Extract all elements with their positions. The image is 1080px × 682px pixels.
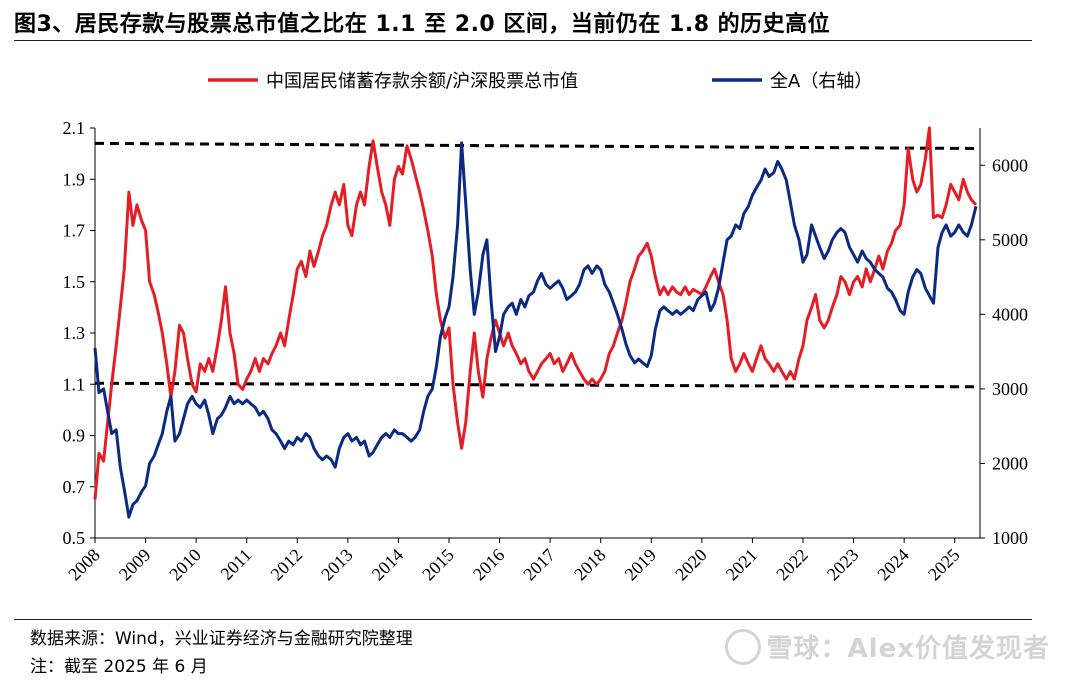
left-tick-label: 1.1 <box>63 374 86 394</box>
left-tick-label: 2.1 <box>63 118 86 138</box>
x-tick-label: 2017 <box>519 545 559 585</box>
series-line-all-a-index <box>93 141 978 519</box>
x-tick-label: 2011 <box>216 545 255 584</box>
x-tick-label: 2016 <box>469 545 509 585</box>
right-tick-label: 1000 <box>992 528 1028 548</box>
left-tick-label: 1.5 <box>63 272 86 292</box>
x-tick-label: 2014 <box>368 545 408 585</box>
x-tick-label: 2019 <box>621 545 661 585</box>
legend-label-1: 中国居民储蓄存款余额/沪深股票总市值 <box>266 71 578 92</box>
date-note: 注：截至 2025 年 6 月 <box>30 657 208 677</box>
x-tick-label: 2024 <box>873 545 913 585</box>
left-tick-label: 0.7 <box>63 477 86 497</box>
x-tick-label: 2008 <box>64 545 104 585</box>
reference-lines <box>94 141 981 389</box>
x-tick-label: 2020 <box>671 545 711 585</box>
x-tick-label: 2013 <box>317 545 357 585</box>
left-tick-label: 0.5 <box>63 528 86 548</box>
x-tick-label: 2015 <box>418 545 458 585</box>
right-tick-label: 6000 <box>992 155 1028 175</box>
footer-rule <box>14 619 1032 620</box>
left-tick-label: 0.9 <box>63 426 86 446</box>
right-tick-label: 5000 <box>992 230 1028 250</box>
reference-line-1 <box>94 141 981 150</box>
x-tick-label: 2009 <box>115 545 155 585</box>
legend-label-2: 全A（右轴） <box>770 71 872 92</box>
source-note: 数据来源：Wind，兴业证券经济与金融研究院整理 <box>30 629 413 649</box>
series-line-deposit-ratio <box>93 126 978 500</box>
legend: 中国居民储蓄存款余额/沪深股票总市值 全A（右轴） <box>208 71 872 92</box>
watermark-logo-icon <box>724 628 761 665</box>
left-tick-label: 1.3 <box>63 323 86 343</box>
left-tick-label: 1.9 <box>63 169 86 189</box>
watermark-text: 雪球：Alex价值发现者 <box>766 634 1050 664</box>
x-tick-label: 2023 <box>823 545 863 585</box>
right-tick-label: 2000 <box>992 453 1028 473</box>
reference-line-2 <box>94 381 981 389</box>
figure-title: 图3、居民存款与股票总市值之比在 1.1 至 2.0 区间，当前仍在 1.8 的… <box>14 12 831 37</box>
watermark: 雪球：Alex价值发现者 <box>724 628 1050 668</box>
right-tick-label: 4000 <box>992 304 1028 324</box>
left-tick-label: 1.7 <box>63 221 86 241</box>
x-tick-label: 2010 <box>165 545 205 585</box>
x-tick-label: 2012 <box>267 545 307 585</box>
series-lines <box>93 126 978 519</box>
x-tick-label: 2018 <box>570 545 610 585</box>
x-tick-label: 2025 <box>924 545 964 585</box>
x-tick-label: 2021 <box>722 545 762 585</box>
axes: 0.5 0.7 0.9 1.1 1.3 1.5 1.7 1.9 2.1 1000 2000 3000 4… <box>63 118 1029 584</box>
chart: 中国居民储蓄存款余额/沪深股票总市值 全A（右轴） 0.5 0.7 0.9 1.1 1.3… <box>63 71 1029 584</box>
title-underline <box>14 40 1032 41</box>
right-tick-label: 3000 <box>992 379 1028 399</box>
x-tick-label: 2022 <box>772 545 812 585</box>
